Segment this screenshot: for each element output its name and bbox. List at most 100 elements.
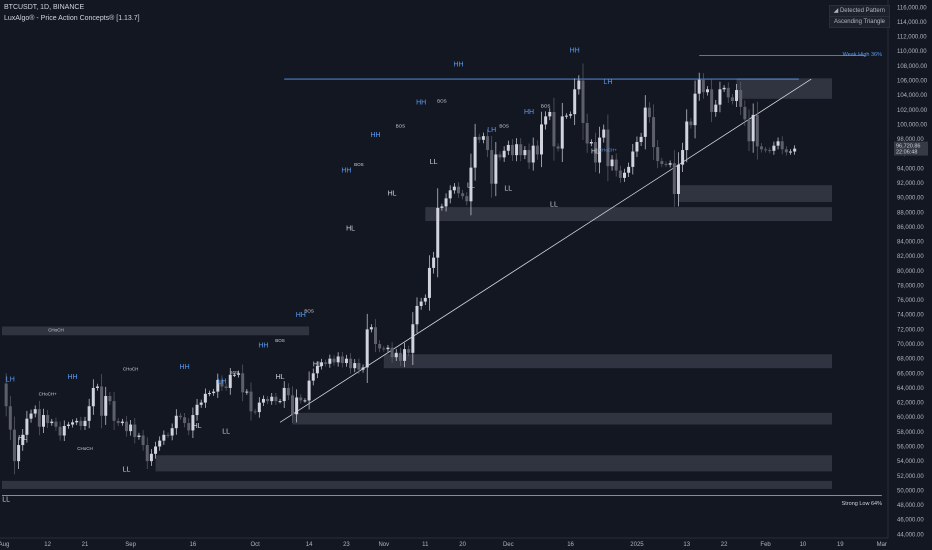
candle-body (660, 161, 664, 164)
candle-body (519, 144, 523, 156)
candle-body (12, 429, 16, 462)
candle-body (228, 374, 232, 388)
candle-body (266, 398, 270, 402)
candle-body (477, 136, 481, 140)
bos-label: BOS (437, 98, 447, 103)
y-tick-label: 58,000.00 (897, 430, 924, 436)
candle-body (589, 142, 593, 144)
candle-body (394, 352, 398, 358)
candle-body (83, 420, 87, 427)
candle-body (216, 379, 220, 392)
candle-body (606, 129, 610, 167)
y-tick-label: 76,000.00 (897, 298, 924, 304)
candle-body (129, 424, 133, 432)
candle-body (739, 90, 743, 107)
candle-body (432, 257, 436, 268)
structure-label-hl: HL (388, 190, 397, 197)
candle-body (311, 373, 315, 381)
candle-body (261, 398, 265, 403)
candle-body (299, 397, 303, 401)
y-tick-label: 100,000.00 (897, 122, 928, 128)
current-price-value: 96,720.86 (896, 144, 920, 150)
candle-body (295, 397, 299, 415)
candle-body (191, 415, 195, 431)
y-tick-label: 102,000.00 (897, 108, 928, 114)
y-tick-label: 86,000.00 (897, 225, 924, 231)
candle-body (465, 196, 469, 202)
candle-body (25, 418, 29, 435)
x-tick-label: 23 (343, 542, 350, 548)
choch-label: CHoCH (77, 446, 93, 451)
candle-body (187, 423, 191, 431)
candle-body (166, 434, 170, 436)
candle-body (523, 150, 527, 156)
x-tick-label: 16 (190, 542, 197, 548)
candle-body (730, 97, 734, 102)
candle-body (631, 151, 635, 167)
structure-label-hh: HH (67, 374, 77, 381)
x-tick-label: Aug (0, 542, 9, 548)
candle-body (747, 119, 751, 142)
candle-body (344, 358, 348, 364)
y-tick-label: 48,000.00 (897, 503, 924, 509)
candle-body (768, 150, 772, 152)
candle-body (776, 141, 780, 146)
y-tick-label: 88,000.00 (897, 210, 924, 216)
structure-label-ll: LL (430, 159, 438, 166)
zone-box (425, 207, 832, 222)
candle-body (8, 406, 12, 430)
candle-body (672, 163, 676, 194)
x-tick-label: 19 (837, 542, 844, 548)
candle-body (535, 145, 539, 155)
candle-body (722, 87, 726, 90)
candle-body (693, 93, 697, 126)
candle-body (510, 144, 514, 156)
candle-body (681, 150, 685, 165)
candle-body (270, 396, 274, 402)
candle-body (614, 159, 618, 171)
zone-box (292, 412, 832, 425)
structure-label-ll: LL (550, 201, 558, 208)
candle-body (374, 327, 377, 345)
zone-box (383, 354, 832, 369)
candle-body (527, 150, 531, 163)
x-tick-label: 11 (422, 542, 429, 548)
y-tick-label: 66,000.00 (897, 371, 924, 377)
candle-body (71, 422, 75, 425)
candle-body (676, 164, 680, 194)
structure-label-hh: HH (341, 168, 351, 175)
x-tick-label: 16 (567, 542, 574, 548)
candle-body (112, 401, 116, 421)
candle-body (58, 426, 62, 436)
bos-label: BOS (541, 104, 551, 109)
structure-label-ll: LL (2, 496, 10, 503)
candle-body (627, 166, 631, 173)
candle-body (755, 114, 759, 147)
candle-body (618, 170, 622, 178)
x-tick-label: Oct (250, 542, 260, 548)
y-tick-label: 84,000.00 (897, 240, 924, 246)
candle-body (398, 352, 402, 361)
candle-body (37, 409, 41, 427)
zone-box (2, 480, 832, 489)
y-tick-label: 50,000.00 (897, 488, 924, 494)
candle-body (50, 421, 54, 424)
candle-body (125, 421, 128, 432)
bar-countdown: 22:06:48 (896, 150, 917, 156)
candle-body (220, 379, 224, 387)
candle-body (274, 396, 278, 402)
structure-label-hh: HH (180, 364, 190, 371)
candle-body (515, 144, 519, 156)
candle-body (593, 142, 597, 163)
candle-body (154, 446, 158, 454)
candle-body (772, 145, 776, 151)
x-tick-label: 22 (721, 542, 728, 548)
candle-body (598, 137, 602, 163)
structure-label-lh: LH (603, 79, 612, 86)
x-tick-label: Dec (503, 542, 514, 548)
choch-label: CHoCH (48, 328, 64, 333)
x-tick-label: Sep (125, 542, 136, 548)
x-tick-label: 14 (306, 542, 313, 548)
candle-body (386, 347, 390, 350)
